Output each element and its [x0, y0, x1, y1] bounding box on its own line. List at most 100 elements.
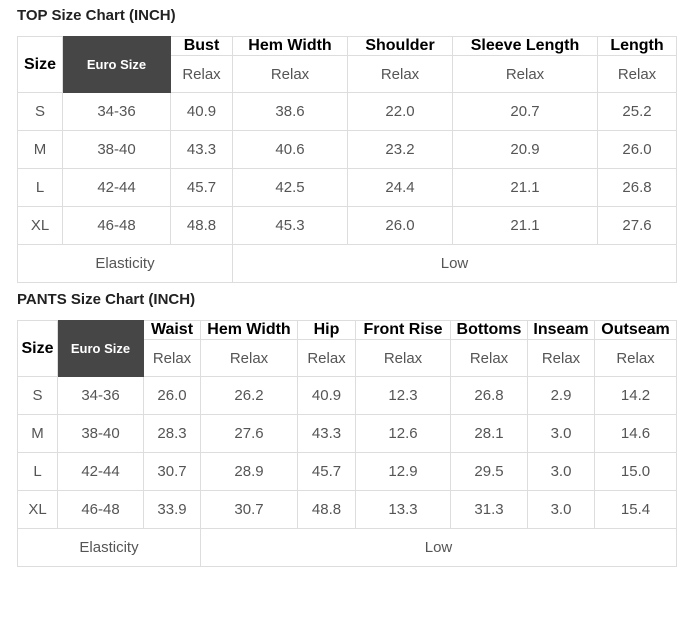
elasticity-value-cell: Low [200, 528, 677, 567]
column-header-hip: Hip [297, 320, 356, 340]
pants-size-chart-title: PANTS Size Chart (INCH) [17, 291, 196, 308]
measurement-cell: 43.3 [170, 130, 233, 169]
measurement-cell: 48.8 [297, 490, 356, 529]
euro-size-cell: 38-40 [57, 414, 144, 453]
euro-size-cell: 42-44 [57, 452, 144, 491]
measurement-cell: 48.8 [170, 206, 233, 245]
size-cell: S [17, 376, 58, 415]
measurement-cell: 42.5 [232, 168, 348, 207]
column-header-shoulder: Shoulder [347, 36, 453, 56]
euro-size-cell: 38-40 [62, 130, 171, 169]
fit-type-cell: Relax [527, 339, 595, 377]
measurement-cell: 45.7 [170, 168, 233, 207]
fit-type-cell: Relax [143, 339, 201, 377]
column-header-size: Size [17, 320, 58, 377]
measurement-cell: 28.1 [450, 414, 528, 453]
size-row-s: S 34-36 26.0 26.2 40.9 12.3 26.8 2.9 14.2 [17, 376, 677, 415]
column-header-outseam: Outseam [594, 320, 677, 340]
measurement-cell: 15.0 [594, 452, 677, 491]
fit-type-cell: Relax [450, 339, 528, 377]
fit-type-cell: Relax [452, 55, 598, 93]
measurement-cell: 12.9 [355, 452, 451, 491]
fit-row: Relax Relax Relax Relax Relax [18, 55, 677, 93]
column-header-inseam: Inseam [527, 320, 595, 340]
measurement-cell: 27.6 [597, 206, 677, 245]
measurement-cell: 3.0 [527, 452, 595, 491]
measurement-cell: 3.0 [527, 414, 595, 453]
measurement-cell: 12.6 [355, 414, 451, 453]
size-cell: L [17, 168, 63, 207]
column-header-hem-width: Hem Width [232, 36, 348, 56]
fit-type-cell: Relax [200, 339, 298, 377]
euro-size-cell: 34-36 [62, 92, 171, 131]
measurement-cell: 27.6 [200, 414, 298, 453]
measurement-cell: 29.5 [450, 452, 528, 491]
size-cell: M [17, 414, 58, 453]
elasticity-row: Elasticity Low [17, 244, 677, 283]
column-header-size: Size [17, 36, 63, 93]
measurement-cell: 33.9 [143, 490, 201, 529]
elasticity-row: Elasticity Low [17, 528, 677, 567]
measurement-cell: 45.7 [297, 452, 356, 491]
measurement-cell: 26.0 [347, 206, 453, 245]
size-cell: S [17, 92, 63, 131]
measurement-cell: 14.2 [594, 376, 677, 415]
measurement-cell: 12.3 [355, 376, 451, 415]
top-size-chart-title: TOP Size Chart (INCH) [17, 7, 176, 24]
column-header-bust: Bust [170, 36, 233, 56]
measurement-cell: 40.9 [297, 376, 356, 415]
measurement-cell: 13.3 [355, 490, 451, 529]
column-header-hem-width: Hem Width [200, 320, 298, 340]
measurement-cell: 26.8 [450, 376, 528, 415]
measurement-cell: 40.9 [170, 92, 233, 131]
euro-size-cell: 34-36 [57, 376, 144, 415]
fit-type-cell: Relax [355, 339, 451, 377]
measurement-cell: 2.9 [527, 376, 595, 415]
measurement-cell: 14.6 [594, 414, 677, 453]
size-cell: L [17, 452, 58, 491]
size-row-xl: XL 46-48 33.9 30.7 48.8 13.3 31.3 3.0 15.4 [17, 490, 677, 529]
measurement-cell: 15.4 [594, 490, 677, 529]
header-row: Size Euro Size Waist Hem Width Hip Front Rise… [17, 320, 677, 377]
measurement-cell: 26.0 [597, 130, 677, 169]
column-header-euro-size: Euro Size [62, 36, 171, 93]
measurement-cell: 28.9 [200, 452, 298, 491]
measurement-cell: 38.6 [232, 92, 348, 131]
size-row-m: M 38-40 28.3 27.6 43.3 12.6 28.1 3.0 14.6 [17, 414, 677, 453]
top-size-chart-section: TOP Size Chart (INCH) Size Euro Size Bust H… [17, 7, 677, 283]
size-cell: XL [17, 206, 63, 245]
measurement-cell: 31.3 [450, 490, 528, 529]
measurement-cell: 22.0 [347, 92, 453, 131]
measurement-cell: 25.2 [597, 92, 677, 131]
size-row-s: S 34-36 40.9 38.6 22.0 20.7 25.2 [17, 92, 677, 131]
elasticity-value-cell: Low [232, 244, 677, 283]
column-header-euro-size: Euro Size [57, 320, 144, 377]
measurement-cell: 24.4 [347, 168, 453, 207]
column-header-waist: Waist [143, 320, 201, 340]
measurement-cell: 40.6 [232, 130, 348, 169]
euro-size-cell: 42-44 [62, 168, 171, 207]
euro-size-cell: 46-48 [57, 490, 144, 529]
size-cell: XL [17, 490, 58, 529]
measurement-cell: 26.0 [143, 376, 201, 415]
size-row-l: L 42-44 30.7 28.9 45.7 12.9 29.5 3.0 15.0 [17, 452, 677, 491]
column-header-length: Length [597, 36, 677, 56]
size-row-xl: XL 46-48 48.8 45.3 26.0 21.1 27.6 [17, 206, 677, 245]
top-size-chart-table: Size Euro Size Bust Hem Width Shoulder Sleeve… [17, 36, 677, 283]
measurement-cell: 23.2 [347, 130, 453, 169]
elasticity-label-cell: Elasticity [17, 528, 201, 567]
size-cell: M [17, 130, 63, 169]
measurement-cell: 3.0 [527, 490, 595, 529]
measurement-cell: 43.3 [297, 414, 356, 453]
header-row: Size Euro Size Bust Hem Width Shoulder Sleeve… [17, 36, 677, 93]
column-header-bottoms: Bottoms [450, 320, 528, 340]
fit-type-cell: Relax [347, 55, 453, 93]
measurement-cell: 45.3 [232, 206, 348, 245]
measurement-cell: 21.1 [452, 206, 598, 245]
fit-type-cell: Relax [170, 55, 233, 93]
measurement-cell: 30.7 [200, 490, 298, 529]
measurement-cell: 30.7 [143, 452, 201, 491]
fit-row: Relax Relax Relax Relax Relax Relax Relax [18, 339, 677, 377]
fit-type-cell: Relax [297, 339, 356, 377]
